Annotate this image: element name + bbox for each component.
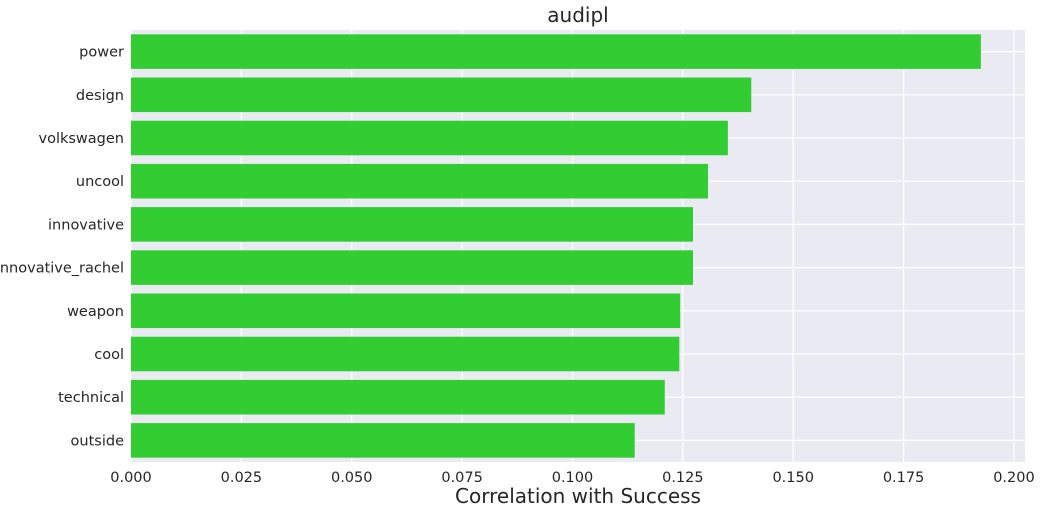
category-label: volkswagen [39,131,125,147]
x-tick-label: 0.200 [993,470,1035,486]
x-tick-labels: 0.000 0.025 0.050 0.075 0.100 0.125 0.150 0.175… [110,470,1034,486]
category-label: technical [58,390,124,406]
x-tick-label: 0.150 [772,470,814,486]
category-label: weapon [67,304,124,320]
bar-innovative [131,207,694,242]
category-label: power [79,45,124,61]
bar-innovative_rachel [131,250,694,285]
x-tick-label: 0.025 [221,470,263,486]
bar-weapon [131,293,681,329]
x-tick-label: 0.000 [110,470,152,486]
x-axis-label: Correlation with Success [455,484,701,508]
bar-technical [131,379,665,415]
category-label: outside [71,433,125,449]
chart-title: audipl [547,3,608,27]
x-tick-label: 0.075 [441,470,483,486]
bar-power [131,34,981,69]
category-label: uncool [76,174,124,190]
x-tick-label: 0.050 [331,470,373,486]
x-tick-label: 0.175 [883,470,925,486]
category-label: cool [94,347,124,363]
category-label: innovative [48,217,124,233]
x-tick-label: 0.100 [552,470,594,486]
category-label: innovative_rachel [0,261,124,277]
x-tick-label: 0.125 [662,470,704,486]
bars [131,34,981,458]
bar-uncool [131,163,709,199]
bar-volkswagen [131,120,728,156]
category-label: design [76,88,124,104]
bar-outside [131,423,635,458]
bar-design [131,77,752,113]
bar-cool [131,336,680,372]
category-labels: power design volkswagen uncool innovative inn… [0,45,124,450]
